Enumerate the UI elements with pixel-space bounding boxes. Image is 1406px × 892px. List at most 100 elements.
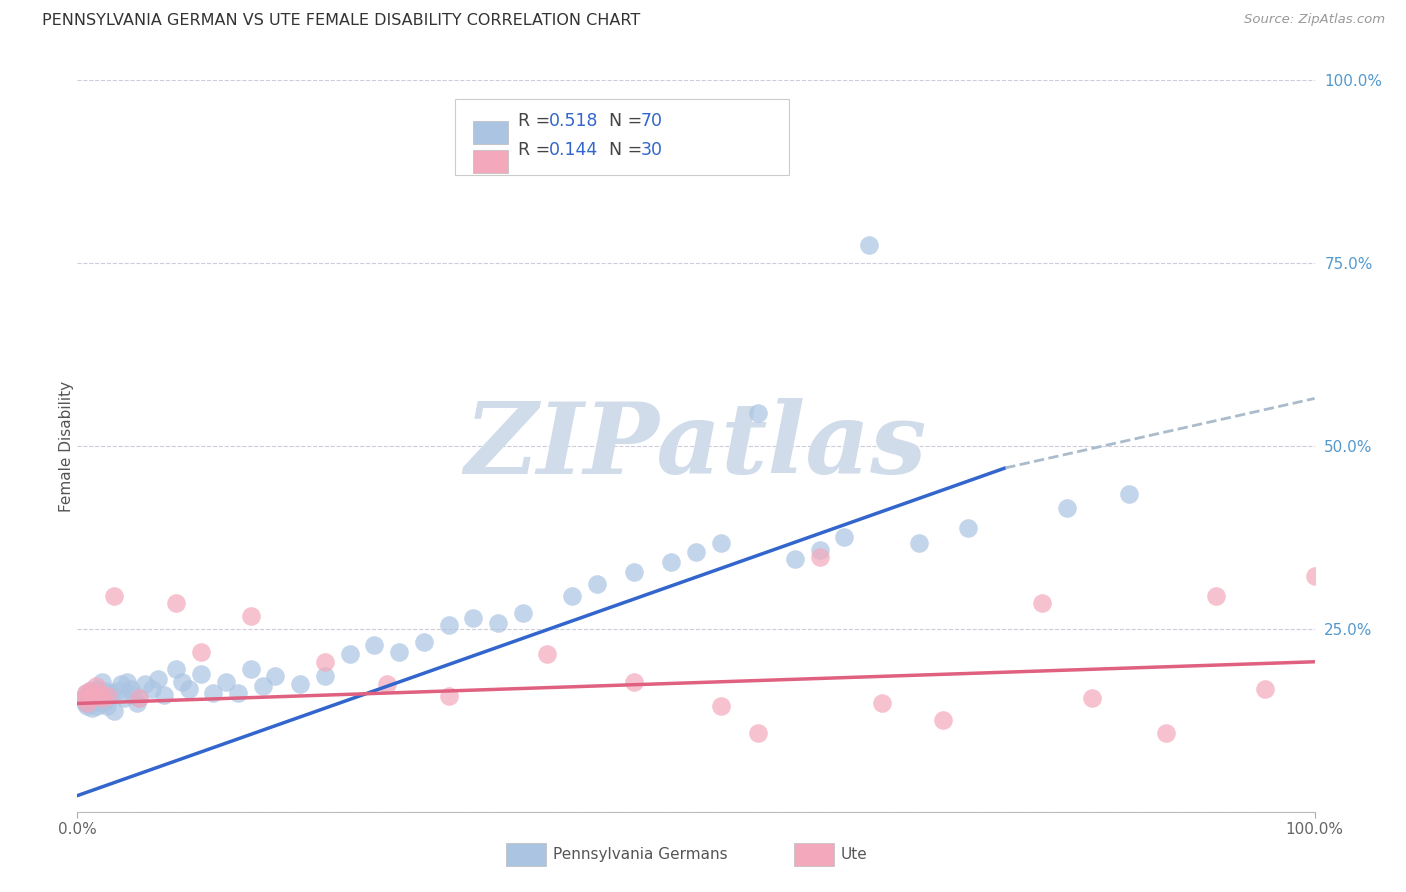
Text: ZIPatlas: ZIPatlas (465, 398, 927, 494)
Point (76, 698, 98, 713)
Text: 70: 70 (640, 112, 662, 130)
Point (125, 697, 148, 711)
Point (103, 589, 125, 603)
Point (288, 676, 311, 690)
Point (83, 691, 105, 706)
Point (75, 686, 97, 700)
Point (239, 662, 262, 676)
Point (87, 681, 110, 696)
Point (363, 638, 385, 652)
Point (412, 635, 434, 649)
Point (623, 565, 645, 579)
Point (202, 686, 225, 700)
Point (82, 701, 104, 715)
Point (858, 238, 880, 252)
Point (685, 545, 707, 559)
Point (512, 606, 534, 620)
Point (834, 530, 856, 544)
Point (72, 691, 94, 706)
Point (89, 691, 111, 706)
Point (1303, 569, 1326, 583)
Point (100, 686, 122, 700)
Point (314, 669, 336, 683)
Point (561, 589, 583, 603)
Point (1031, 596, 1053, 610)
Point (120, 681, 142, 696)
Text: R =: R = (517, 142, 555, 160)
Point (122, 688, 145, 702)
Point (1081, 691, 1104, 706)
Text: N =: N = (609, 142, 648, 160)
Text: R =: R = (517, 112, 555, 130)
Point (388, 645, 411, 659)
Point (808, 542, 831, 557)
Point (623, 674, 645, 689)
Point (375, 676, 398, 690)
Bar (474, 120, 508, 144)
Point (90, 686, 112, 700)
Point (264, 669, 287, 683)
Point (659, 555, 682, 569)
Point (586, 576, 609, 591)
Point (932, 714, 955, 728)
Point (153, 688, 176, 702)
Point (146, 672, 169, 686)
Point (239, 608, 262, 623)
Point (783, 552, 806, 566)
Point (112, 691, 135, 706)
Point (710, 535, 733, 549)
Point (97, 689, 120, 703)
Point (1056, 501, 1078, 516)
Point (957, 521, 980, 535)
Point (1254, 681, 1277, 696)
Point (190, 645, 212, 659)
Bar (474, 150, 508, 173)
Point (314, 655, 336, 669)
Point (165, 596, 187, 610)
Text: 0.144: 0.144 (548, 142, 598, 160)
Point (94, 684, 117, 698)
Point (808, 550, 831, 565)
Point (128, 691, 150, 706)
Point (91, 697, 114, 711)
Text: N =: N = (609, 112, 648, 130)
Point (128, 691, 150, 706)
Point (77, 689, 100, 703)
Point (91, 674, 114, 689)
Point (437, 618, 460, 632)
Point (339, 648, 361, 662)
Point (75, 686, 97, 700)
Point (215, 674, 238, 689)
FancyBboxPatch shape (454, 99, 789, 175)
Point (80, 683, 103, 698)
Point (79, 693, 101, 707)
Point (82, 688, 104, 702)
Point (1118, 486, 1140, 500)
Point (96, 698, 118, 713)
Point (141, 681, 163, 696)
Text: Pennsylvania Germans: Pennsylvania Germans (553, 847, 727, 862)
Point (84, 679, 107, 693)
Point (97, 689, 120, 703)
Point (463, 611, 485, 625)
Point (907, 535, 929, 549)
Point (536, 648, 558, 662)
Point (105, 684, 128, 698)
Point (103, 704, 125, 718)
Point (91, 691, 114, 706)
Point (165, 662, 187, 676)
Point (190, 667, 212, 681)
Point (134, 676, 156, 690)
Point (89, 686, 111, 700)
Point (747, 406, 769, 420)
Point (486, 615, 509, 630)
Point (172, 674, 194, 689)
Point (115, 674, 138, 689)
Text: 0.518: 0.518 (548, 112, 598, 130)
Point (437, 689, 460, 703)
Point (747, 725, 769, 739)
Point (82, 691, 104, 706)
Point (110, 676, 132, 690)
Point (86, 698, 108, 713)
Point (870, 697, 893, 711)
